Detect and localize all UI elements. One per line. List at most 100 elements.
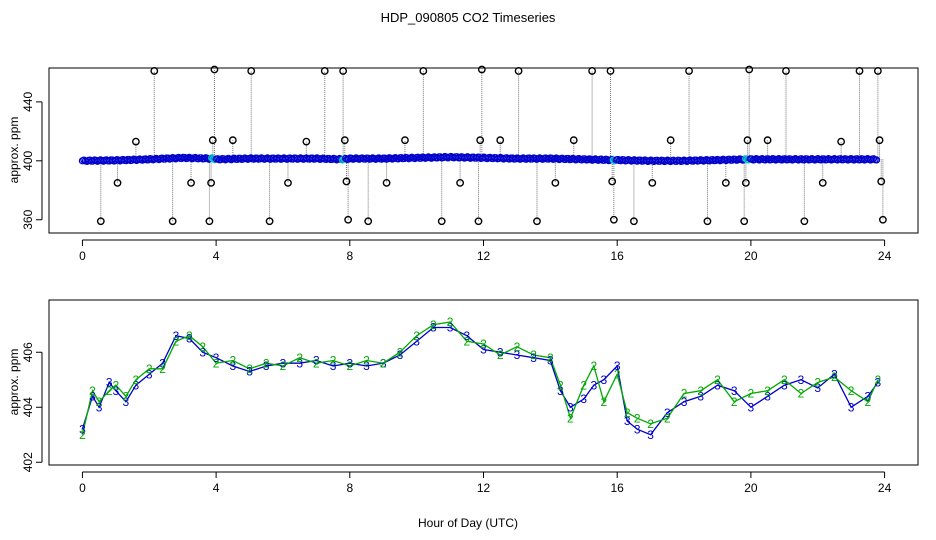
series-2-point: 2 bbox=[547, 351, 554, 365]
outlier-point bbox=[608, 177, 617, 186]
outlier-point bbox=[877, 177, 886, 186]
x-tick-label: 20 bbox=[744, 481, 758, 495]
outlier-point bbox=[342, 177, 351, 186]
series-2-point: 2 bbox=[557, 378, 564, 392]
series-2-point: 2 bbox=[514, 340, 521, 354]
outlier-point bbox=[302, 137, 311, 146]
series-3-point: 3 bbox=[764, 389, 771, 403]
outlier-point bbox=[514, 67, 523, 75]
series-2-point: 2 bbox=[413, 329, 420, 343]
series-2-point: 2 bbox=[213, 356, 220, 370]
series-2-point: 2 bbox=[430, 318, 437, 332]
outlier-point bbox=[551, 179, 560, 187]
series-3-point: 3 bbox=[865, 389, 872, 403]
series-3-point: 3 bbox=[557, 384, 564, 398]
outlier-point bbox=[837, 137, 846, 146]
outlier-point bbox=[569, 136, 578, 145]
series-3-point: 3 bbox=[296, 356, 303, 370]
series-3-point: 3 bbox=[624, 414, 631, 428]
series-3-point: 3 bbox=[547, 354, 554, 368]
series-3-point: 3 bbox=[430, 321, 437, 335]
outlier-point bbox=[630, 217, 638, 226]
outlier-point bbox=[875, 136, 884, 145]
outlier-point bbox=[477, 65, 486, 74]
top-plot-frame bbox=[48, 67, 919, 234]
series-2-point: 2 bbox=[590, 359, 597, 373]
x-tick-label: 24 bbox=[878, 249, 892, 263]
series-3-point: 3 bbox=[313, 354, 320, 368]
outlier-point bbox=[855, 67, 864, 75]
series-3-point: 3 bbox=[246, 365, 253, 379]
outlier-point bbox=[648, 179, 657, 187]
outlier-point bbox=[364, 217, 373, 226]
series-2-point: 2 bbox=[463, 334, 470, 348]
series-3-point: 3 bbox=[159, 356, 166, 370]
series-2-point: 2 bbox=[330, 354, 337, 368]
y-tick-label: 400 bbox=[21, 150, 35, 170]
series-3-point: 3 bbox=[79, 422, 86, 436]
series-3-point: 3 bbox=[397, 348, 404, 362]
outlier-point bbox=[113, 179, 122, 187]
series-2-point: 2 bbox=[697, 384, 704, 398]
series-2-point: 2 bbox=[296, 351, 303, 365]
series-3-point: 3 bbox=[647, 428, 654, 442]
series-2-point: 2 bbox=[600, 395, 607, 409]
outlier-point bbox=[265, 217, 274, 226]
series-2-point: 2 bbox=[647, 417, 654, 431]
outlier-point bbox=[474, 217, 483, 226]
x-tick-label: 12 bbox=[477, 249, 491, 263]
y-tick-label: 360 bbox=[21, 209, 35, 229]
series-2-point: 2 bbox=[123, 389, 130, 403]
x-tick-label: 20 bbox=[744, 249, 758, 263]
outlier-point bbox=[873, 67, 882, 75]
series-2-point: 2 bbox=[714, 373, 721, 387]
series-3-point: 3 bbox=[346, 356, 353, 370]
series-2-point: 2 bbox=[634, 411, 641, 425]
series-3-point: 3 bbox=[664, 406, 671, 420]
series-3-point: 3 bbox=[113, 384, 120, 398]
outlier-point bbox=[476, 136, 485, 145]
series-3-point: 3 bbox=[614, 359, 621, 373]
series-2-point: 2 bbox=[263, 356, 270, 370]
outlier-point bbox=[382, 179, 391, 187]
series-3-point: 3 bbox=[380, 356, 387, 370]
series-2-point: 2 bbox=[246, 362, 253, 376]
series-2-point: 2 bbox=[397, 345, 404, 359]
outlier-point bbox=[496, 136, 505, 145]
outlier-point bbox=[228, 136, 237, 145]
bottom-plot-axes: 0 4 8 12 16 20 24 402 404 406 bbox=[21, 342, 892, 495]
series-2-point: 2 bbox=[831, 370, 838, 384]
x-tick-label: 8 bbox=[346, 249, 353, 263]
x-tick-label: 24 bbox=[878, 481, 892, 495]
outlier-point bbox=[609, 215, 618, 224]
series-3-point: 3 bbox=[875, 376, 882, 390]
x-tick-label: 4 bbox=[213, 249, 220, 263]
baseline-point bbox=[872, 156, 881, 164]
series-3-point: 3 bbox=[133, 378, 140, 392]
top-plot-axes: 0 4 8 12 16 20 24 360 400 440 bbox=[21, 92, 892, 263]
outlier-point bbox=[703, 217, 712, 226]
series-3-point: 3 bbox=[213, 351, 220, 365]
outlier-point bbox=[741, 179, 750, 187]
outlier-point bbox=[344, 215, 353, 224]
outlier-point bbox=[168, 217, 177, 226]
y-tick-label: 440 bbox=[21, 92, 35, 112]
series-3-point: 3 bbox=[229, 359, 236, 373]
x-tick-label: 16 bbox=[611, 481, 625, 495]
series-3-point: 3 bbox=[89, 389, 96, 403]
series-2-point: 2 bbox=[229, 354, 236, 368]
outlier-point bbox=[685, 67, 693, 75]
outlier-point bbox=[879, 215, 887, 224]
series-3-point: 3 bbox=[580, 392, 587, 406]
series-2-point: 2 bbox=[133, 373, 140, 387]
series-2-point: 2 bbox=[480, 337, 487, 351]
outlier-point bbox=[533, 217, 541, 226]
series-3-point: 3 bbox=[798, 373, 805, 387]
outlier-point bbox=[743, 136, 752, 145]
x-tick-label: 8 bbox=[346, 481, 353, 495]
series-2-point: 2 bbox=[580, 378, 587, 392]
series-3-point: 3 bbox=[447, 321, 454, 335]
